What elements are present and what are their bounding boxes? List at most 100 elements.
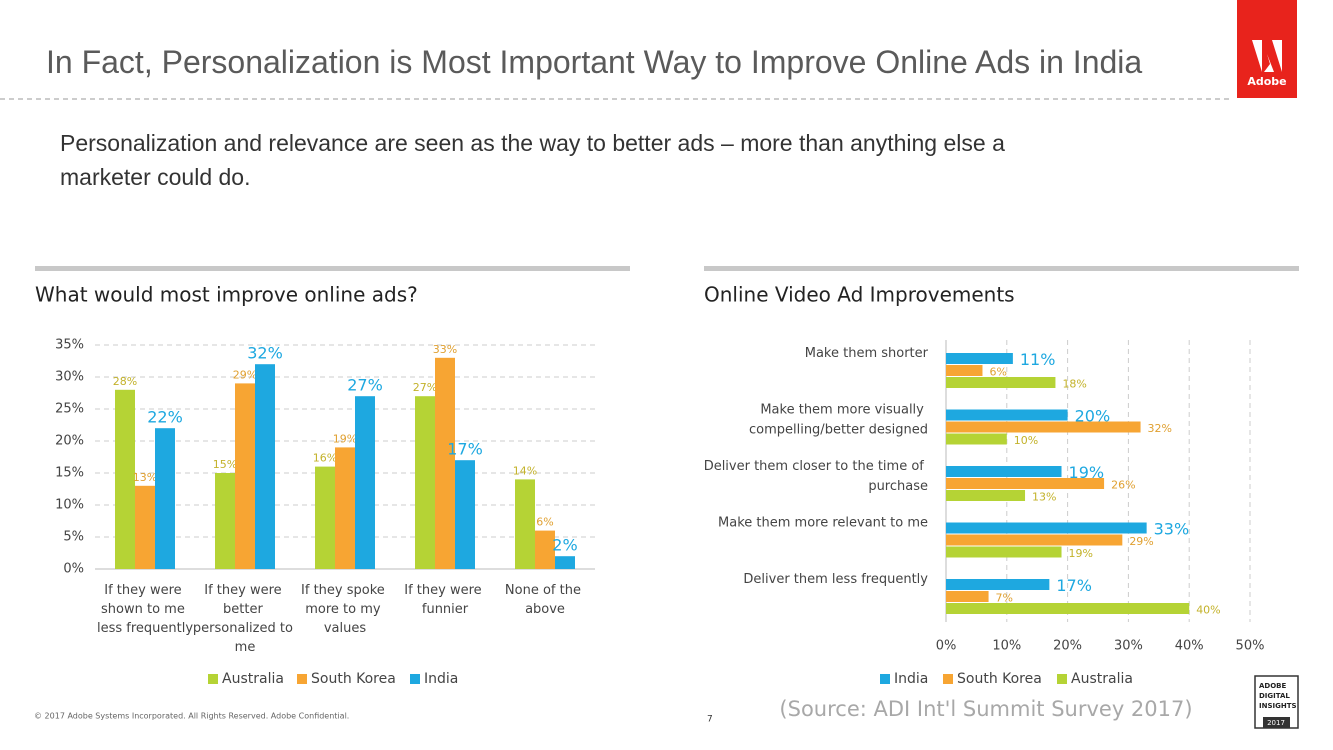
bar — [946, 409, 1068, 421]
value-label: 6% — [536, 516, 553, 529]
value-label: 32% — [1148, 422, 1172, 435]
bar — [946, 421, 1141, 433]
legend-swatch — [208, 674, 218, 684]
bar — [255, 364, 275, 569]
bar — [215, 473, 235, 569]
x-tick-label: If they were shown to me less frequently — [97, 583, 193, 636]
bar — [515, 479, 535, 569]
value-label: 6% — [989, 366, 1006, 379]
x-tick-label: 20% — [1053, 639, 1082, 654]
value-label: 26% — [1111, 479, 1135, 492]
bar — [946, 603, 1190, 614]
value-label: 22% — [147, 408, 183, 427]
value-label: 33% — [433, 343, 457, 356]
bar — [315, 466, 335, 569]
chart-title: What would most improve online ads? — [35, 283, 418, 307]
value-label: 7% — [996, 592, 1013, 605]
x-tick-label: 40% — [1175, 639, 1204, 654]
y-tick-label: 35% — [55, 338, 84, 353]
slide-subtitle: Personalization and relevance are seen a… — [60, 130, 1005, 190]
legend-swatch — [1057, 674, 1067, 684]
value-label: 28% — [113, 375, 137, 388]
value-label: 32% — [247, 344, 283, 363]
chart-title: Online Video Ad Improvements — [704, 283, 1015, 307]
y-tick-label: 0% — [63, 562, 84, 577]
value-label: 2% — [552, 536, 577, 555]
value-label: 13% — [1032, 491, 1056, 504]
bar — [455, 460, 475, 569]
bar — [946, 377, 1056, 388]
bar — [946, 478, 1105, 489]
x-tick-label: None of the above — [505, 583, 585, 617]
x-tick-label: If they spoke more to my values — [301, 583, 389, 636]
bar — [946, 534, 1123, 546]
bar — [946, 579, 1050, 590]
x-tick-label: 10% — [992, 639, 1021, 654]
bar — [335, 447, 355, 569]
value-label: 27% — [413, 381, 437, 394]
value-label: 40% — [1196, 604, 1220, 617]
badge-year-box — [1263, 717, 1290, 728]
legend-label: India — [894, 671, 928, 687]
y-tick-label: 5% — [63, 530, 84, 545]
bar — [946, 466, 1062, 477]
bar — [115, 389, 135, 569]
value-label: 11% — [1020, 350, 1056, 369]
x-tick-label: 0% — [936, 639, 957, 654]
legend-label: Australia — [222, 671, 284, 687]
legend-swatch — [297, 674, 307, 684]
bar — [435, 357, 455, 569]
value-label: 19% — [333, 432, 357, 445]
value-label: 10% — [1014, 434, 1038, 447]
logo-box — [1237, 0, 1297, 98]
bar — [355, 396, 375, 569]
bar — [946, 546, 1062, 558]
y-tick-label: 20% — [55, 434, 84, 449]
value-label: 16% — [313, 452, 337, 465]
badge-text: 2017 — [1267, 719, 1285, 727]
section-bar — [704, 266, 1299, 271]
bar — [946, 522, 1147, 534]
page-number: 7 — [707, 715, 713, 725]
legend-label: South Korea — [311, 671, 396, 687]
bar — [946, 365, 983, 376]
x-tick-label: If they were better personalized to me — [193, 583, 297, 655]
footer: © 2017 Adobe Systems Incorporated. All R… — [34, 712, 349, 721]
value-label: 29% — [233, 368, 257, 381]
logo-text: Adobe — [1247, 75, 1286, 88]
legend-label: South Korea — [957, 671, 1042, 687]
y-tick-label: 10% — [55, 498, 84, 513]
legend-swatch — [410, 674, 420, 684]
badge-text: INSIGHTS — [1259, 702, 1297, 710]
y-tick-label: Make them more visually compelling/bette… — [749, 402, 928, 437]
logo-mark — [1252, 40, 1282, 72]
bar — [946, 433, 1007, 445]
value-label: 17% — [1056, 576, 1092, 595]
bar — [155, 428, 175, 569]
bar — [946, 490, 1026, 501]
value-label: 15% — [213, 458, 237, 471]
bar — [135, 485, 155, 569]
value-label: 18% — [1062, 378, 1086, 391]
bar — [235, 383, 255, 569]
y-tick-label: Make them more relevant to me — [718, 515, 928, 530]
value-label: 13% — [133, 471, 157, 484]
y-tick-label: 30% — [55, 370, 84, 385]
slide-title: In Fact, Personalization is Most Importa… — [46, 44, 1143, 80]
y-tick-label: Deliver them closer to the time of purch… — [704, 459, 928, 494]
value-label: 19% — [1069, 547, 1093, 560]
value-label: 33% — [1154, 520, 1190, 539]
badge-text: ADOBE — [1259, 682, 1287, 690]
section-bar — [35, 266, 630, 271]
legend-swatch — [880, 674, 890, 684]
y-tick-label: Deliver them less frequently — [743, 572, 928, 587]
value-label: 27% — [347, 376, 383, 395]
value-label: 17% — [447, 440, 483, 459]
badge-text: DIGITAL — [1259, 692, 1290, 700]
y-tick-label: 15% — [55, 466, 84, 481]
y-tick-label: 25% — [55, 402, 84, 417]
bar — [555, 556, 575, 569]
value-label: 29% — [1129, 535, 1153, 548]
